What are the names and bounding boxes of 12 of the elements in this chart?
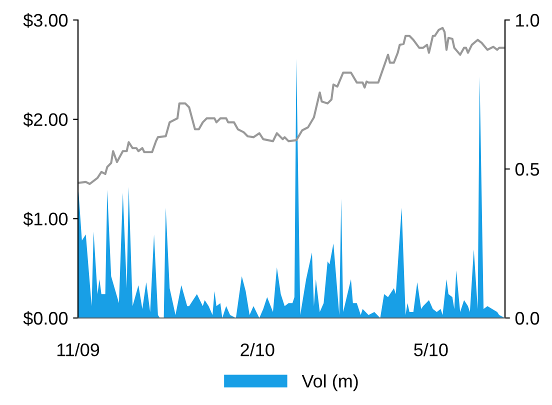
x-tick-label: 2/10 bbox=[240, 343, 274, 356]
legend-label: Vol (m) bbox=[302, 374, 358, 392]
line-series bbox=[78, 26, 505, 185]
y2-tick-label: 0.5 bbox=[515, 162, 540, 176]
y-tick-label: $0.00 bbox=[23, 311, 68, 326]
y2-tick-label: 0.0 bbox=[515, 312, 540, 325]
x-tick-label: 5/10 bbox=[414, 343, 448, 356]
y2-tick-label: 1.0 bbox=[516, 14, 540, 27]
y-tick-label: $1.00 bbox=[23, 212, 68, 226]
y-tick-label: $3.00 bbox=[23, 13, 68, 28]
y-tick-label: $2.00 bbox=[23, 112, 68, 128]
x-tick-label: 11/09 bbox=[57, 343, 100, 356]
